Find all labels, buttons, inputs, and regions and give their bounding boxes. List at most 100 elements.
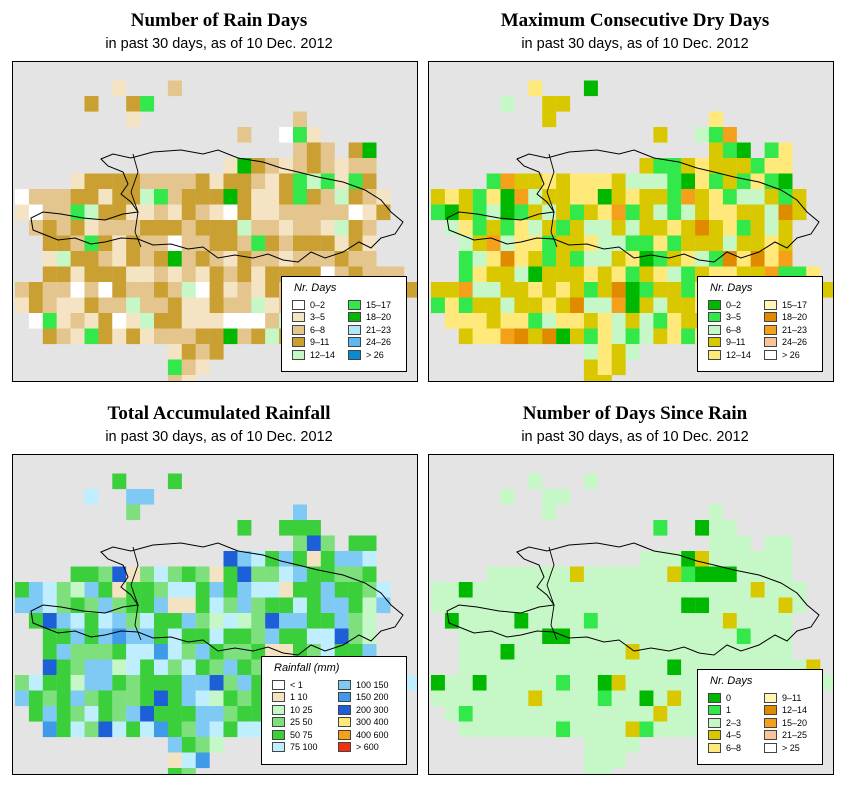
map-cell — [306, 520, 321, 536]
legend-swatch — [764, 349, 777, 360]
map-cell — [223, 220, 238, 236]
map-cell — [653, 282, 668, 298]
map-cell — [472, 613, 487, 629]
map-cell — [514, 566, 529, 583]
map-cell — [320, 535, 335, 552]
map-cell — [667, 721, 682, 738]
map-cell — [750, 220, 765, 236]
map-cell — [709, 158, 723, 174]
map-cell — [431, 675, 445, 691]
island-outline — [30, 542, 404, 656]
map-cell — [237, 551, 252, 567]
map-cell — [597, 220, 612, 236]
map-cell — [556, 328, 571, 345]
map-cell — [320, 189, 335, 205]
map-cell — [195, 582, 210, 598]
map-cell — [140, 96, 155, 112]
map-cell — [556, 235, 571, 252]
map-cell — [472, 297, 487, 314]
legend-swatch — [764, 299, 777, 310]
map-cell — [722, 189, 737, 205]
map-cell — [195, 235, 210, 252]
legend-item: > 26 — [348, 349, 384, 360]
legend-label: 200 300 — [356, 704, 389, 715]
map-cell — [126, 189, 141, 205]
map-cell — [514, 582, 529, 598]
map-cell — [28, 297, 43, 314]
map-cell — [597, 566, 612, 583]
map-cell — [639, 220, 654, 236]
map-cell — [98, 613, 113, 629]
map-cell — [542, 111, 557, 128]
legend-label: > 25 — [782, 742, 800, 753]
map-cell — [444, 297, 459, 314]
map-cell — [265, 282, 280, 298]
legend-label: 15–17 — [366, 299, 392, 310]
map-cell — [570, 659, 584, 676]
map-cell — [320, 142, 335, 159]
map-cell — [667, 659, 682, 676]
map-cell — [42, 613, 57, 629]
map-cell — [514, 251, 529, 267]
map-cell — [528, 706, 543, 722]
map-cell — [709, 204, 723, 221]
map-cell — [140, 297, 155, 314]
map-cell — [195, 204, 210, 221]
map-cell — [722, 204, 737, 221]
map-cell — [681, 282, 696, 298]
map-cell — [98, 675, 113, 691]
map-cell — [181, 173, 196, 190]
legend-swatch — [348, 324, 361, 335]
legend-swatch — [764, 312, 777, 322]
map-cell — [209, 266, 224, 283]
map-cell — [583, 359, 598, 376]
map-cell — [181, 737, 196, 753]
map-cell — [84, 675, 99, 691]
map-cell — [611, 644, 626, 660]
map-cell — [126, 328, 141, 345]
map-cell — [167, 313, 182, 329]
map-cell — [681, 220, 696, 236]
map-cell — [126, 613, 141, 629]
map-cell — [195, 613, 210, 629]
legend-item: 24–26 — [764, 337, 807, 348]
map-cell — [514, 282, 529, 298]
map-cell — [500, 489, 515, 505]
map-cell — [181, 220, 196, 236]
map-cell — [154, 266, 168, 283]
map-cell — [583, 613, 598, 629]
map-cell — [167, 173, 182, 190]
map-cell — [472, 251, 487, 267]
map-cell — [472, 597, 487, 614]
map-cell — [722, 127, 737, 143]
map-cell — [265, 328, 280, 345]
map-cell — [709, 504, 723, 521]
map-cell — [625, 675, 640, 691]
map-cell — [722, 628, 737, 645]
map-cell — [84, 266, 99, 283]
map-cell — [223, 644, 238, 660]
map-cell — [154, 173, 168, 190]
legend-swatch — [764, 742, 777, 753]
map-cell — [84, 96, 99, 112]
map-cell — [597, 297, 612, 314]
map-cell — [472, 706, 487, 722]
map-cell — [778, 566, 793, 583]
map-cell — [444, 189, 459, 205]
map-cell — [625, 613, 640, 629]
map-cell — [625, 235, 640, 252]
map-cell — [542, 489, 557, 505]
map-cell — [154, 706, 168, 722]
map-cell — [209, 721, 224, 738]
map-cell — [681, 582, 696, 598]
map-cell — [597, 251, 612, 267]
map-cell — [611, 613, 626, 629]
map-cell — [223, 675, 238, 691]
map-cell — [209, 737, 224, 753]
map-cell — [223, 721, 238, 738]
map-cell — [528, 659, 543, 676]
legend-swatch — [764, 730, 777, 740]
map-cell — [293, 566, 307, 583]
map-cell — [611, 706, 626, 722]
map-cell — [237, 158, 252, 174]
